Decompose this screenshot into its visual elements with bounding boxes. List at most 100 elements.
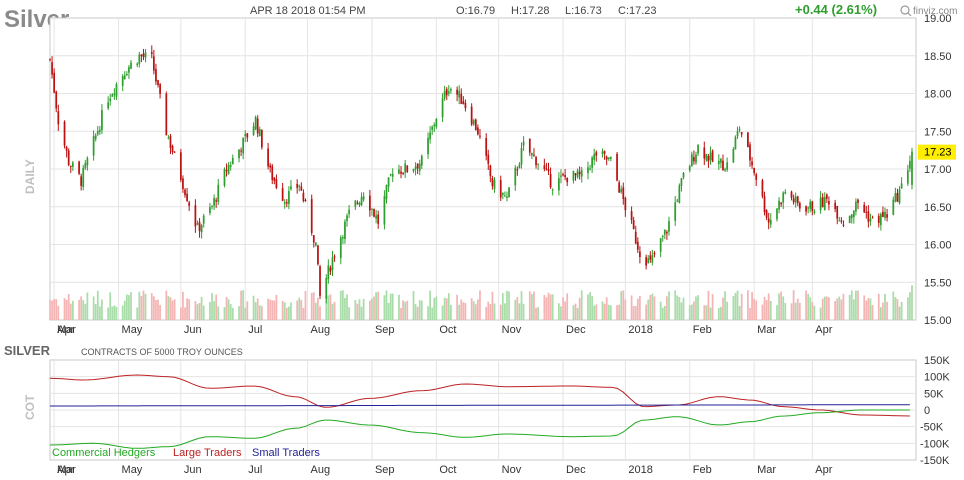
last-price-value: 17.23: [924, 147, 952, 159]
candle-body: [605, 156, 608, 160]
candle-body: [591, 157, 593, 168]
volume-bar: [462, 302, 465, 320]
volume-bar: [840, 299, 843, 320]
candle-body: [325, 278, 328, 299]
volume-bar: [755, 300, 758, 320]
volume-bar: [724, 291, 726, 320]
volume-bar: [867, 298, 870, 320]
volume-bar: [857, 290, 859, 320]
volume-bar: [260, 306, 263, 320]
candle-body: [821, 197, 824, 208]
volume-bar: [607, 304, 610, 320]
volume-bar: [796, 298, 799, 320]
legend-large-traders: Large Traders: [173, 447, 242, 459]
volume-bar: [339, 290, 342, 320]
candle-body: [414, 166, 417, 170]
candle-body: [518, 164, 521, 169]
volume-bar: [848, 294, 851, 320]
volume-bar: [821, 298, 824, 320]
candle-body: [794, 196, 797, 203]
candle-body: [560, 175, 562, 177]
finviz-logo-icon-handle: [907, 12, 912, 17]
candle-body: [213, 198, 215, 206]
volume-bar: [273, 300, 276, 320]
candle-body: [487, 154, 490, 164]
cot-month-label: 2018: [628, 464, 652, 476]
volume-bar: [576, 307, 579, 320]
candle-body: [898, 189, 901, 204]
volume-bar: [223, 307, 226, 320]
candle-body: [317, 245, 319, 265]
volume-bar: [244, 307, 247, 320]
candle-body: [194, 205, 197, 227]
candle-body: [435, 118, 438, 127]
volume-bar: [499, 304, 502, 320]
volume-bar: [747, 290, 749, 320]
volume-bar: [418, 300, 421, 320]
volume-bar: [155, 300, 157, 320]
candle-body: [618, 182, 620, 193]
candle-body: [333, 256, 336, 258]
volume-bar: [778, 293, 780, 320]
candle-body: [209, 207, 211, 213]
candle-body: [736, 131, 739, 137]
volume-bar: [389, 293, 392, 320]
cot-line-small-traders: [50, 404, 910, 407]
volume-bar: [447, 293, 450, 320]
candle-body: [171, 145, 174, 153]
volume-bar: [761, 304, 764, 320]
volume-bar: [383, 295, 386, 320]
volume-bar: [215, 294, 218, 320]
volume-bar: [491, 291, 494, 320]
candle-body: [784, 192, 787, 194]
volume-bar: [391, 293, 394, 320]
candle-body: [580, 170, 583, 177]
finviz-logo[interactable]: finviz.com: [900, 5, 957, 17]
volume-bar: [267, 298, 269, 320]
price-tick-label: 17.50: [924, 126, 952, 138]
volume-bar: [182, 291, 184, 320]
volume-bar: [96, 290, 99, 320]
volume-bar: [485, 306, 488, 320]
volume-bar: [680, 302, 683, 320]
volume-bar: [863, 295, 866, 320]
cot-legend: Commercial Hedgers Large Traders Small T…: [52, 447, 320, 459]
candle-body: [705, 154, 708, 161]
candle-body: [65, 146, 68, 151]
candle-body: [242, 137, 245, 154]
volume-bar: [254, 302, 257, 320]
volume-bar: [811, 301, 814, 320]
volume-bar: [460, 299, 463, 320]
volume-bar: [130, 292, 132, 320]
candle-body: [51, 62, 53, 75]
last-price-badge: 17.23: [918, 144, 956, 160]
volume-bar: [543, 295, 546, 320]
volume-bar: [412, 290, 415, 320]
candle-body: [155, 69, 157, 82]
candle-body: [391, 173, 394, 177]
candle-body: [472, 120, 475, 125]
candle-body: [159, 84, 161, 94]
volume-bar: [171, 300, 174, 320]
volume-bar: [616, 305, 618, 320]
volume-bar: [329, 294, 332, 320]
volume-bar: [213, 301, 215, 320]
candle-body: [125, 74, 128, 76]
candle-body: [682, 172, 685, 178]
candle-body: [886, 214, 888, 218]
cot-month-label: May: [122, 464, 143, 476]
price-tick-label: 15.50: [924, 277, 952, 289]
volume-bar: [738, 305, 741, 320]
volume-bar: [435, 296, 438, 320]
candle-body: [460, 93, 463, 104]
candle-body: [697, 144, 699, 154]
candle-body: [418, 163, 421, 171]
volume-bar: [825, 296, 828, 320]
candle-body: [790, 191, 793, 198]
volume-bar: [726, 301, 729, 320]
candle-body: [877, 215, 880, 224]
volume-bar: [869, 298, 872, 320]
candle-body: [489, 165, 492, 177]
volume-bar: [705, 305, 708, 320]
